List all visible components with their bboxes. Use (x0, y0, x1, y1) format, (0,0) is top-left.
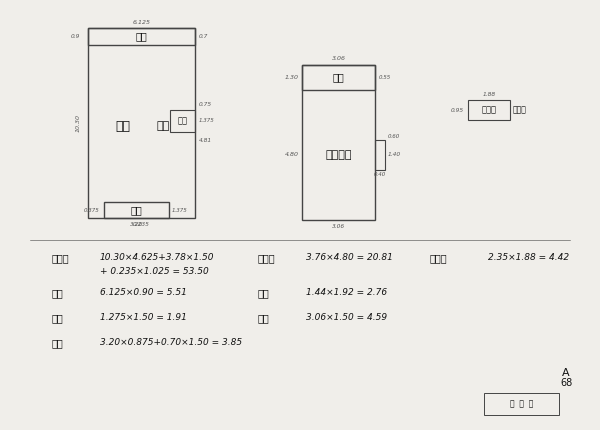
Bar (468, 100, 510, 120)
Text: 4.81: 4.81 (199, 138, 212, 142)
Text: 3.06×1.50 = 4.59: 3.06×1.50 = 4.59 (306, 313, 387, 322)
Text: 3.20: 3.20 (130, 222, 143, 227)
Text: 1.275×1.50 = 1.91: 1.275×1.50 = 1.91 (100, 313, 187, 322)
Text: 1.30: 1.30 (285, 75, 299, 80)
Text: 3.76×4.80 = 20.81: 3.76×4.80 = 20.81 (306, 253, 393, 262)
Text: 客廳: 客廳 (116, 120, 131, 133)
Text: 1.375: 1.375 (172, 208, 188, 212)
Text: 主建物: 主建物 (258, 253, 275, 263)
Text: 花台: 花台 (52, 338, 64, 348)
Text: 3.20×0.875+0.70×1.50 = 3.85: 3.20×0.875+0.70×1.50 = 3.85 (100, 338, 242, 347)
Text: 陽台: 陽台 (136, 31, 148, 42)
Text: 1.44×1.92 = 2.76: 1.44×1.92 = 2.76 (306, 288, 387, 297)
Text: 10.30: 10.30 (76, 114, 80, 132)
Bar (104, 202, 169, 218)
Text: 10.30×4.625+3.78×1.50: 10.30×4.625+3.78×1.50 (100, 253, 215, 262)
Text: 主建物: 主建物 (52, 253, 70, 263)
Text: 0.375: 0.375 (83, 208, 99, 212)
Text: 0.9: 0.9 (71, 34, 80, 39)
Text: 2.35×1.88 = 4.42: 2.35×1.88 = 4.42 (488, 253, 569, 262)
Text: 突出物: 突出物 (430, 253, 448, 263)
Bar (170, 110, 195, 132)
Text: 花台: 花台 (156, 121, 170, 131)
Text: 0.95: 0.95 (451, 108, 464, 113)
Text: 6.125: 6.125 (133, 19, 151, 25)
Text: 1.88: 1.88 (482, 92, 496, 98)
Text: 露台: 露台 (258, 313, 270, 323)
Text: 0.7: 0.7 (199, 34, 208, 39)
Text: 0.55: 0.55 (379, 75, 391, 80)
Bar (302, 65, 375, 90)
Text: A: A (562, 368, 569, 378)
Bar (88, 28, 195, 218)
Bar (302, 65, 375, 220)
Bar (88, 28, 195, 45)
Text: 露台: 露台 (178, 117, 187, 126)
Text: 不  示  末: 不 示 末 (510, 399, 533, 408)
Text: 頂層陽台: 頂層陽台 (325, 150, 352, 160)
Text: 0.75: 0.75 (199, 102, 212, 108)
Text: 陽台: 陽台 (52, 288, 64, 298)
Text: 6.125×0.90 = 5.51: 6.125×0.90 = 5.51 (100, 288, 187, 297)
Text: 4.80: 4.80 (285, 153, 299, 157)
Bar (484, 393, 559, 415)
Text: 陽台: 陽台 (258, 288, 270, 298)
Text: 露台: 露台 (52, 313, 64, 323)
Text: 0.235: 0.235 (133, 222, 150, 227)
Bar (375, 140, 385, 170)
Text: 3.06: 3.06 (331, 56, 346, 61)
Text: 突出物: 突出物 (482, 105, 497, 114)
Text: 3.06: 3.06 (332, 224, 345, 228)
Text: 1.40: 1.40 (388, 153, 401, 157)
Text: 突出物: 突出物 (513, 105, 527, 114)
Text: 0.40: 0.40 (374, 172, 386, 178)
Text: 0.60: 0.60 (388, 133, 400, 138)
Text: + 0.235×1.025 = 53.50: + 0.235×1.025 = 53.50 (100, 267, 209, 276)
Text: 露台: 露台 (332, 73, 344, 83)
Text: 1.375: 1.375 (199, 119, 215, 123)
Text: 68: 68 (560, 378, 572, 388)
Text: 花台: 花台 (131, 205, 142, 215)
